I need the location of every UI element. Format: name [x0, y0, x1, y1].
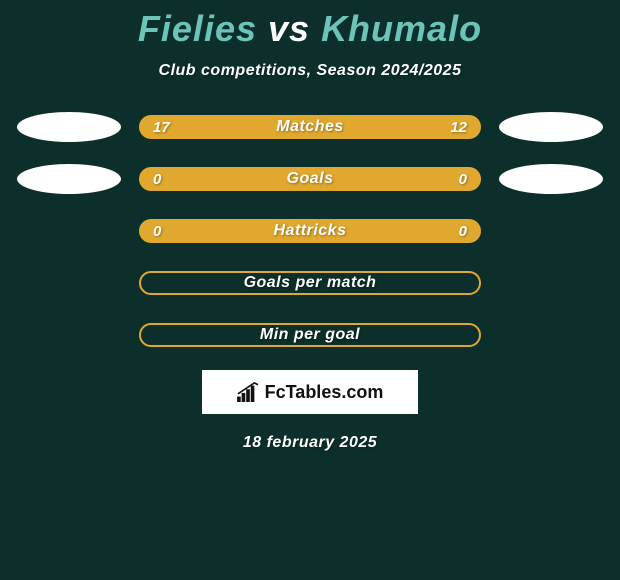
stat-label: Goals per match: [244, 274, 377, 292]
player2-name: Khumalo: [321, 8, 482, 49]
subtitle: Club competitions, Season 2024/2025: [159, 62, 462, 80]
stat-label: Matches: [276, 118, 344, 136]
player2-ellipse: [499, 112, 603, 142]
stat-bar: Goals per match: [139, 271, 481, 295]
stat-bar: 0 Hattricks 0: [139, 219, 481, 243]
vs-text: vs: [268, 8, 310, 49]
ellipse-spacer: [499, 216, 603, 246]
player1-ellipse: [17, 164, 121, 194]
stat-row: 0 Hattricks 0: [0, 216, 620, 246]
logo-text: FcTables.com: [265, 382, 384, 403]
stat-bar: 17 Matches 12: [139, 115, 481, 139]
stat-label: Hattricks: [274, 222, 347, 240]
stat-bar: Min per goal: [139, 323, 481, 347]
stat-label: Goals: [287, 170, 334, 188]
stat-label: Min per goal: [260, 326, 360, 344]
ellipse-spacer: [17, 268, 121, 298]
stat-row: 17 Matches 12: [0, 112, 620, 142]
ellipse-spacer: [17, 216, 121, 246]
player1-ellipse: [17, 112, 121, 142]
stat-row: Min per goal: [0, 320, 620, 350]
fctables-logo-icon: [237, 382, 259, 402]
ellipse-spacer: [17, 320, 121, 350]
stat-value-right: 0: [459, 223, 467, 240]
player1-name: Fielies: [138, 8, 257, 49]
main-title: Fielies vs Khumalo: [138, 8, 482, 50]
stats-area: 17 Matches 12 0 Goals 0 0 Hattricks 0 Goals per m…: [0, 112, 620, 350]
ellipse-spacer: [499, 268, 603, 298]
stat-value-right: 0: [459, 171, 467, 188]
stat-value-right: 12: [450, 119, 467, 136]
comparison-card: Fielies vs Khumalo Club competitions, Se…: [0, 0, 620, 580]
logo-box: FcTables.com: [202, 370, 418, 414]
stat-bar: 0 Goals 0: [139, 167, 481, 191]
stat-value-left: 17: [153, 119, 170, 136]
date-text: 18 february 2025: [243, 434, 377, 452]
stat-value-left: 0: [153, 223, 161, 240]
ellipse-spacer: [499, 320, 603, 350]
stat-row: 0 Goals 0: [0, 164, 620, 194]
player2-ellipse: [499, 164, 603, 194]
stat-row: Goals per match: [0, 268, 620, 298]
stat-value-left: 0: [153, 171, 161, 188]
